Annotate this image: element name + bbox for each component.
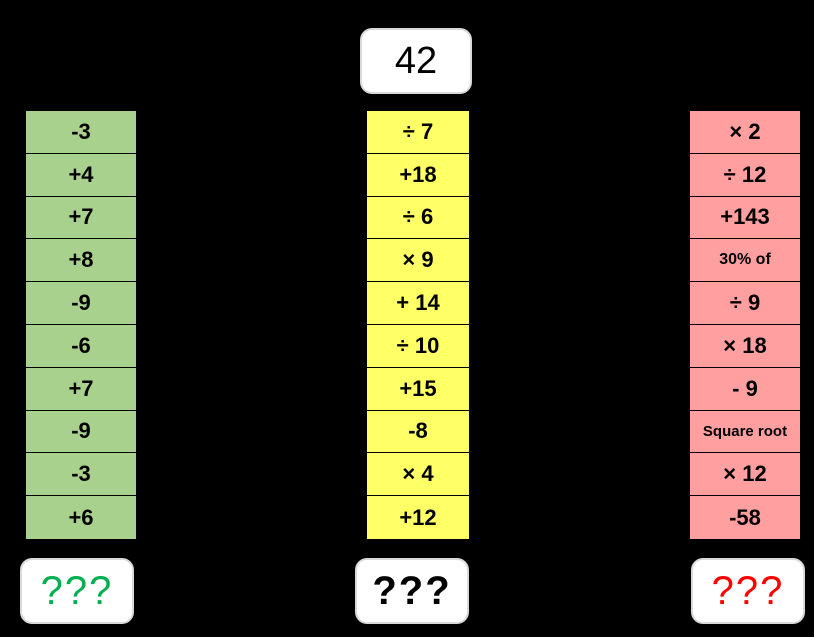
green-step: -6 [26,324,136,368]
green-step: +8 [26,239,136,283]
green-step: -9 [26,410,136,454]
green-step: +7 [26,196,136,240]
yellow-step: +18 [367,153,469,197]
yellow-step: × 4 [367,453,469,497]
green-answer: ??? [40,568,114,613]
yellow-step: ÷ 7 [367,111,469,154]
red-answer: ??? [711,568,785,613]
red-step: ÷ 9 [690,282,800,325]
red-step: - 9 [690,367,800,411]
red-step: 30% of [690,239,800,283]
yellow-step: ÷ 10 [367,324,469,368]
green-step: +4 [26,153,136,197]
yellow-step: -8 [367,410,469,454]
red-step: ÷ 12 [690,153,800,197]
red-step: × 12 [690,453,800,497]
yellow-step: +15 [367,367,469,411]
yellow-step: + 14 [367,282,469,325]
red-step: +143 [690,196,800,240]
red-step: × 18 [690,324,800,368]
green-step: -3 [26,111,136,154]
green-step: -3 [26,453,136,497]
yellow-step: +12 [367,496,469,539]
yellow-column: ÷ 7 +18 ÷ 6 × 9 + 14 ÷ 10 +15 -8 × 4 +12 [367,111,469,539]
green-step: -9 [26,282,136,325]
yellow-step: × 9 [367,239,469,283]
green-step: +6 [26,496,136,539]
yellow-step: ÷ 6 [367,196,469,240]
red-answer-box: ??? [691,558,805,624]
start-number: 42 [394,39,438,82]
red-column: × 2 ÷ 12 +143 30% of ÷ 9 × 18 - 9 Square… [690,111,800,539]
yellow-answer-box: ??? [355,558,469,624]
green-column: -3 +4 +7 +8 -9 -6 +7 -9 -3 +6 [26,111,136,539]
red-step: Square root [690,410,800,454]
green-answer-box: ??? [20,558,134,624]
green-step: +7 [26,367,136,411]
red-step: × 2 [690,111,800,154]
yellow-answer: ??? [372,568,452,613]
red-step: -58 [690,496,800,539]
start-number-box: 42 [360,28,472,94]
